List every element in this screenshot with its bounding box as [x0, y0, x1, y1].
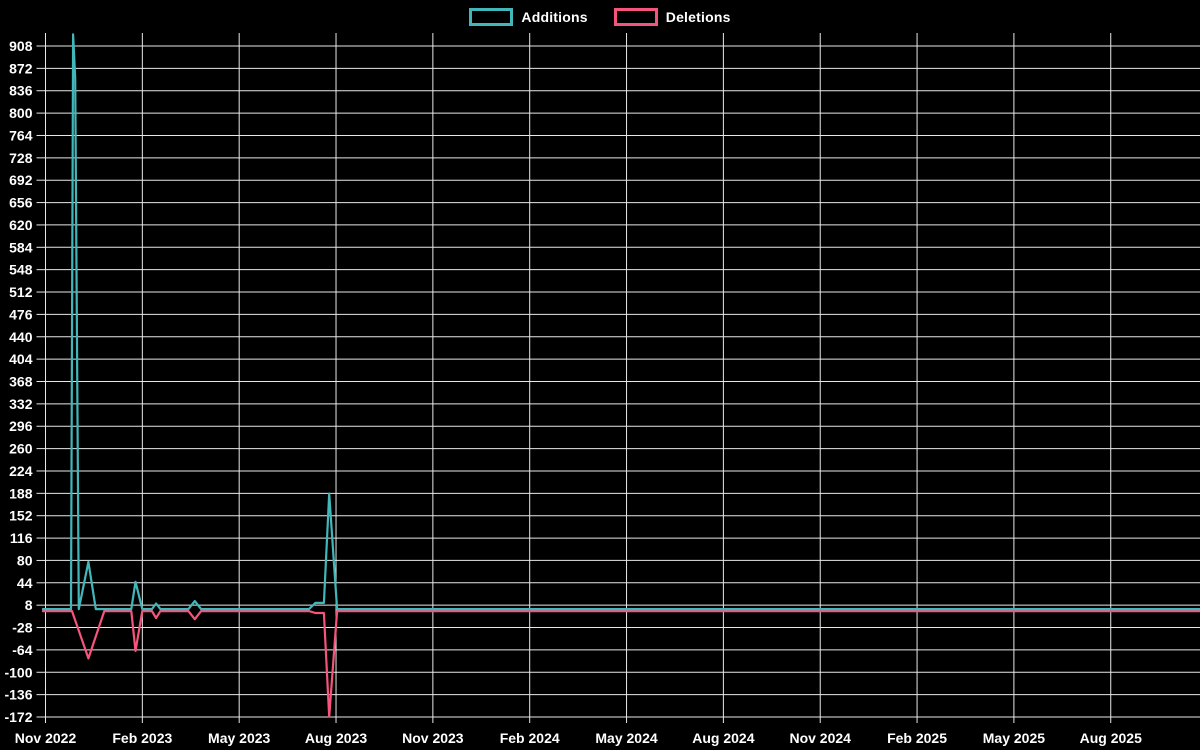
additions-legend-label: Additions	[521, 9, 588, 25]
x-tick-label: Nov 2024	[789, 730, 851, 746]
y-tick-label: 296	[9, 418, 33, 434]
y-tick-label: 656	[9, 195, 33, 211]
y-tick-label: 800	[9, 105, 33, 121]
x-tick-label: Feb 2024	[500, 730, 560, 746]
y-tick-label: -100	[4, 664, 32, 680]
x-tick-label: May 2023	[208, 730, 270, 746]
y-tick-label: 764	[9, 127, 33, 143]
y-tick-label: 872	[9, 60, 33, 76]
y-tick-label: 476	[9, 306, 33, 322]
x-tick-label: Aug 2025	[1080, 730, 1142, 746]
x-tick-label: Aug 2024	[692, 730, 754, 746]
additions-line	[41, 33, 1200, 611]
x-tick-label: Nov 2022	[15, 730, 77, 746]
legend-item-additions[interactable]: Additions	[469, 8, 588, 26]
y-tick-label: 8	[25, 597, 33, 613]
y-tick-label: 908	[9, 38, 33, 54]
x-tick-label: Aug 2023	[305, 730, 367, 746]
y-tick-label: -136	[4, 687, 32, 703]
legend-item-deletions[interactable]: Deletions	[613, 8, 731, 26]
y-tick-label: 692	[9, 172, 33, 188]
x-tick-label: Feb 2025	[887, 730, 947, 746]
y-tick-label: 368	[9, 374, 33, 390]
y-tick-label: 152	[9, 508, 33, 524]
y-tick-label: 620	[9, 217, 33, 233]
x-tick-label: Nov 2023	[402, 730, 464, 746]
x-tick-label: May 2024	[595, 730, 657, 746]
additions-swatch-icon	[469, 8, 514, 26]
y-tick-label: 80	[17, 552, 33, 568]
y-tick-label: -172	[4, 709, 32, 725]
x-tick-label: Feb 2023	[112, 730, 172, 746]
y-tick-label: -64	[12, 642, 32, 658]
chart-legend: Additions Deletions	[0, 8, 1200, 26]
y-tick-label: 836	[9, 83, 33, 99]
deletions-line	[41, 609, 1200, 718]
y-tick-label: 116	[10, 530, 33, 546]
y-tick-label: 224	[9, 463, 33, 479]
y-tick-label: 728	[9, 150, 33, 166]
y-tick-label: 512	[9, 284, 33, 300]
y-tick-label: 404	[9, 351, 33, 367]
y-tick-label: 260	[9, 441, 33, 457]
y-tick-label: 548	[9, 262, 33, 278]
y-tick-label: 584	[9, 239, 33, 255]
y-tick-label: -28	[12, 620, 32, 636]
y-tick-label: 188	[9, 485, 33, 501]
deletions-swatch-icon	[613, 8, 658, 26]
deletions-legend-label: Deletions	[665, 9, 731, 25]
x-tick-label: May 2025	[983, 730, 1045, 746]
y-tick-label: 440	[9, 329, 33, 345]
y-tick-label: 332	[9, 396, 33, 412]
y-tick-label: 44	[17, 575, 33, 591]
